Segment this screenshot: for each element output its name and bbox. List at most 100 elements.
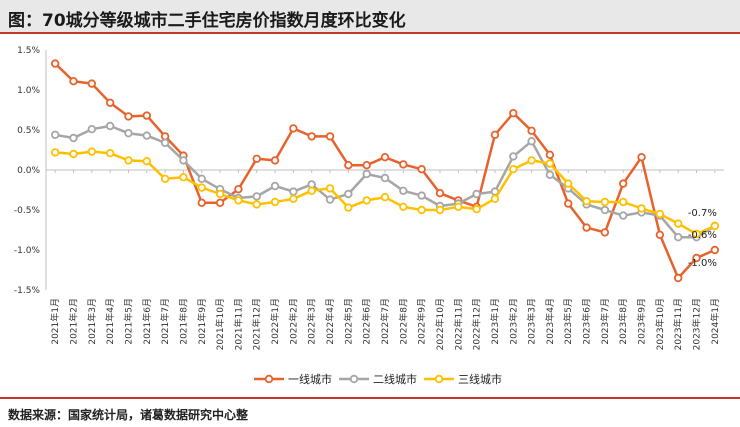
data-point — [215, 198, 225, 207]
data-point — [435, 188, 445, 198]
data-point — [105, 98, 115, 107]
data-point — [600, 197, 610, 207]
data-point — [50, 148, 60, 157]
x-tick-label: 2021年1月 — [49, 298, 61, 345]
x-tick-label: 2022年10月 — [434, 298, 446, 350]
data-point — [289, 187, 298, 196]
data-point — [142, 156, 151, 166]
x-tick-label: 2023年3月 — [526, 298, 538, 345]
data-point — [252, 192, 261, 201]
data-point — [655, 230, 665, 239]
series-end-label: -1.0% — [688, 258, 717, 269]
x-tick-label: 2023年11月 — [672, 298, 684, 350]
data-point — [307, 186, 316, 195]
data-point — [417, 164, 426, 174]
data-point — [509, 108, 518, 118]
data-point — [307, 132, 316, 141]
data-point — [435, 205, 445, 215]
x-tick-label: 2022年6月 — [361, 298, 373, 345]
data-point — [124, 128, 133, 138]
x-tick-label: 2022年5月 — [342, 298, 354, 345]
data-point — [289, 124, 298, 133]
data-point — [179, 172, 188, 182]
x-tick-label: 2022年12月 — [471, 298, 483, 350]
data-point — [124, 112, 133, 121]
data-point — [105, 121, 115, 131]
data-point — [582, 223, 591, 232]
data-point — [637, 152, 646, 162]
y-tick-label: 1.5% — [17, 46, 40, 56]
data-point — [380, 173, 390, 183]
data-point — [509, 152, 518, 161]
data-point — [619, 211, 628, 220]
x-tick-label: 2023年12月 — [691, 298, 703, 350]
data-point — [564, 179, 573, 188]
legend-swatch-marker — [434, 374, 444, 384]
data-point — [344, 189, 353, 199]
data-point — [527, 126, 536, 135]
data-point — [215, 189, 225, 199]
data-point — [417, 205, 426, 215]
data-point — [270, 197, 280, 207]
x-tick-label: 2023年5月 — [562, 298, 574, 345]
y-tick-label: 0.0% — [17, 166, 40, 176]
data-point — [362, 196, 371, 205]
series-end-label: -0.7% — [688, 208, 717, 219]
x-tick-label: 2021年10月 — [214, 298, 226, 350]
legend-label: 二线城市 — [373, 372, 417, 386]
data-point — [655, 209, 665, 219]
x-tick-label: 2022年11月 — [452, 298, 464, 350]
x-tick-label: 2021年7月 — [159, 298, 171, 345]
line-chart: 1.5% 1.0% 0.5% 0.0% -0.5% -1.0% -1.5% 2021年1月 20… — [14, 46, 724, 386]
y-tick-label: -0.5% — [14, 206, 41, 216]
data-point — [325, 184, 335, 193]
x-tick-label: 2021年2月 — [67, 298, 79, 345]
data-point — [692, 253, 701, 263]
data-point — [619, 179, 628, 188]
data-point — [179, 156, 188, 165]
data-point — [673, 273, 683, 283]
x-tick-label: 2023年8月 — [617, 298, 629, 345]
data-point — [509, 164, 518, 174]
data-point — [69, 149, 78, 159]
data-point — [472, 189, 481, 199]
data-point — [344, 203, 353, 212]
x-tick-label: 2023年2月 — [507, 298, 519, 345]
x-tick-label: 2022年2月 — [287, 298, 299, 345]
x-tick-label: 2021年12月 — [251, 298, 263, 350]
data-point — [270, 181, 280, 191]
data-point — [105, 148, 115, 158]
data-point — [564, 199, 573, 208]
data-point — [289, 194, 298, 203]
data-point — [673, 232, 683, 242]
x-tick-label: 2022年1月 — [269, 298, 281, 345]
data-point — [454, 202, 463, 211]
x-tick-label: 2021年5月 — [122, 298, 134, 345]
data-point — [527, 156, 536, 165]
data-point — [124, 156, 133, 165]
legend-swatch-marker — [264, 374, 274, 384]
data-point — [252, 154, 261, 163]
data-point — [50, 130, 60, 139]
x-tick-label: 2023年9月 — [636, 298, 648, 345]
legend-label: 三线城市 — [458, 372, 502, 386]
source-note: 数据来源：国家统计局，诸葛数据研究中心整 — [8, 408, 249, 422]
y-tick-label: 1.0% — [17, 86, 40, 96]
x-tick-label: 2022年7月 — [379, 298, 391, 345]
y-tick-label: 0.5% — [17, 126, 40, 136]
data-point — [417, 191, 426, 200]
data-point — [399, 186, 408, 195]
data-point — [673, 219, 683, 228]
data-point — [545, 170, 555, 179]
data-point — [545, 159, 555, 168]
data-point — [380, 192, 390, 202]
x-tick-label: 2022年8月 — [397, 298, 409, 345]
data-point — [600, 228, 610, 237]
x-tick-label: 2021年6月 — [141, 298, 153, 345]
data-point — [142, 131, 151, 140]
data-point — [344, 160, 353, 170]
data-point — [69, 133, 78, 143]
x-tick-label: 2022年9月 — [416, 298, 428, 345]
legend-label: 一线城市 — [288, 372, 332, 386]
data-point — [325, 132, 335, 141]
